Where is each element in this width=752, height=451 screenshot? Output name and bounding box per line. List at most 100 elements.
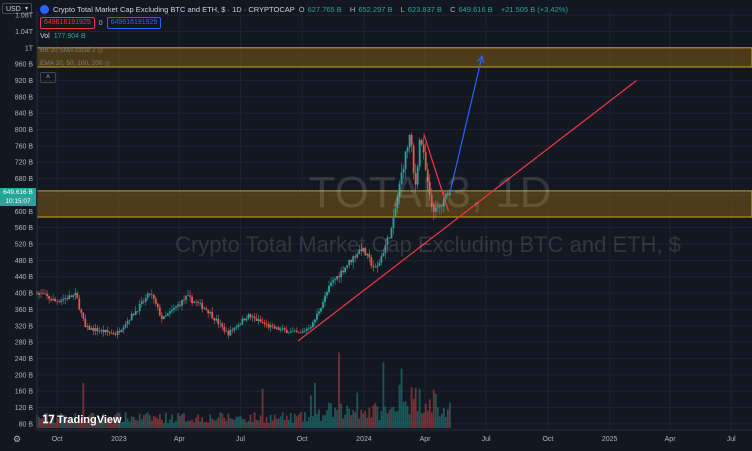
volume-bar bbox=[312, 416, 314, 428]
volume-bar bbox=[120, 422, 123, 428]
volume-bar bbox=[132, 416, 135, 428]
symbol-icon bbox=[40, 4, 49, 14]
candle-body bbox=[50, 298, 52, 301]
indicator-bb[interactable]: BB 20 SMA close 2 ◎ bbox=[40, 46, 103, 54]
volume-bar bbox=[175, 420, 177, 428]
volume-bar bbox=[382, 362, 385, 428]
x-tick-label: Oct bbox=[52, 436, 63, 443]
candle-body bbox=[340, 270, 343, 278]
volume-bar bbox=[235, 416, 238, 428]
y-tick-label: 880 B bbox=[15, 94, 34, 101]
candle-body bbox=[408, 134, 411, 148]
candle-body bbox=[299, 332, 302, 334]
candle-body bbox=[108, 331, 111, 333]
volume-bar bbox=[301, 421, 304, 428]
gear-icon[interactable]: ⚙ bbox=[13, 434, 22, 444]
candle-body bbox=[219, 323, 222, 325]
tv-logo-icon: 𝟣𝟩 bbox=[42, 414, 55, 426]
volume-bar bbox=[438, 416, 441, 428]
candle-body bbox=[203, 308, 206, 309]
volume-bar bbox=[414, 387, 417, 428]
y-tick-label: 1T bbox=[25, 45, 34, 52]
candle-body bbox=[426, 169, 429, 182]
volume-bar bbox=[434, 393, 437, 428]
volume-bar bbox=[402, 402, 405, 428]
candle-body bbox=[237, 324, 240, 328]
volume-bar bbox=[76, 422, 79, 428]
volume-bar bbox=[396, 411, 399, 428]
volume-bar bbox=[354, 412, 357, 428]
ohlc-change: +21.505 B (+3.42%) bbox=[500, 4, 568, 14]
volume-bar bbox=[293, 413, 296, 428]
candle-body bbox=[386, 237, 389, 246]
indicator-ema[interactable]: EMA 20, 50, 100, 200 ◎ bbox=[40, 59, 110, 67]
candle-body bbox=[126, 320, 129, 325]
candle-body bbox=[440, 205, 443, 207]
candle-body bbox=[201, 302, 204, 309]
volume-bar bbox=[209, 414, 212, 428]
candle-body bbox=[52, 298, 55, 301]
candle-body bbox=[247, 314, 250, 319]
candle-body bbox=[142, 301, 145, 302]
volume-bar bbox=[406, 405, 409, 428]
volume-bar bbox=[261, 388, 264, 428]
candle-body bbox=[118, 330, 121, 333]
symbol-title[interactable]: Crypto Total Market Cap Excluding BTC an… bbox=[53, 4, 295, 14]
candle-body bbox=[233, 327, 236, 331]
candle-body bbox=[40, 292, 42, 294]
sell-button[interactable]: 649616191925 bbox=[40, 17, 95, 29]
tradingview-logo[interactable]: 𝟣𝟩 TradingView bbox=[42, 413, 122, 427]
candle-body bbox=[344, 267, 347, 273]
volume-bar bbox=[193, 422, 195, 428]
candle-body bbox=[193, 301, 195, 304]
buy-button[interactable]: 649616191925 bbox=[106, 17, 162, 29]
candle-body bbox=[432, 205, 435, 212]
volume-legend[interactable]: Vol 177.904 B bbox=[40, 33, 86, 40]
volume-bar bbox=[88, 415, 91, 428]
eye-off-icon[interactable]: ◎ bbox=[104, 60, 111, 67]
upper-resistance-zone bbox=[36, 47, 752, 68]
candle-body bbox=[275, 327, 278, 329]
volume-bar bbox=[245, 422, 248, 428]
candle-body bbox=[366, 253, 369, 256]
candle-body bbox=[215, 318, 218, 321]
candle-body bbox=[362, 247, 365, 251]
volume-bar bbox=[154, 416, 157, 428]
volume-bar bbox=[78, 417, 81, 428]
volume-bar bbox=[356, 392, 359, 428]
eye-off-icon[interactable]: ◎ bbox=[97, 47, 104, 54]
candle-body bbox=[442, 198, 445, 206]
descending-trendline bbox=[423, 133, 450, 212]
chevron-up-icon[interactable]: ˄ bbox=[40, 72, 56, 83]
candle-body bbox=[324, 295, 326, 303]
y-tick-label: 680 B bbox=[15, 176, 34, 183]
volume-bar bbox=[318, 409, 320, 428]
currency-selector[interactable]: USD ▾ bbox=[2, 3, 32, 14]
candle-body bbox=[84, 318, 87, 328]
candle-body bbox=[291, 331, 294, 332]
volume-bar bbox=[68, 422, 71, 428]
watermark-layer: TOTAL3, 1D Crypto Total Market Cap Exclu… bbox=[175, 168, 681, 257]
candle-body bbox=[295, 330, 298, 333]
candle-body bbox=[346, 265, 349, 268]
candle-body bbox=[205, 308, 208, 310]
y-tick-label: 720 B bbox=[15, 160, 34, 167]
volume-bar bbox=[136, 420, 139, 428]
x-tick-label: Jul bbox=[482, 436, 491, 443]
candle-body bbox=[98, 331, 101, 332]
candle-body bbox=[167, 313, 169, 316]
volume-value: 177.904 B bbox=[53, 33, 86, 40]
volume-bar bbox=[314, 382, 316, 428]
volume-bar bbox=[303, 412, 306, 428]
candle-body bbox=[430, 195, 433, 206]
volume-bar bbox=[386, 413, 389, 428]
volume-bar bbox=[328, 402, 330, 428]
candle-body bbox=[305, 328, 308, 331]
volume-bar bbox=[199, 421, 202, 428]
volume-bar bbox=[46, 413, 48, 428]
candle-body bbox=[175, 306, 177, 308]
y-tick-label: 120 B bbox=[15, 405, 34, 412]
candle-body bbox=[410, 134, 413, 146]
volume-bar bbox=[138, 413, 141, 428]
